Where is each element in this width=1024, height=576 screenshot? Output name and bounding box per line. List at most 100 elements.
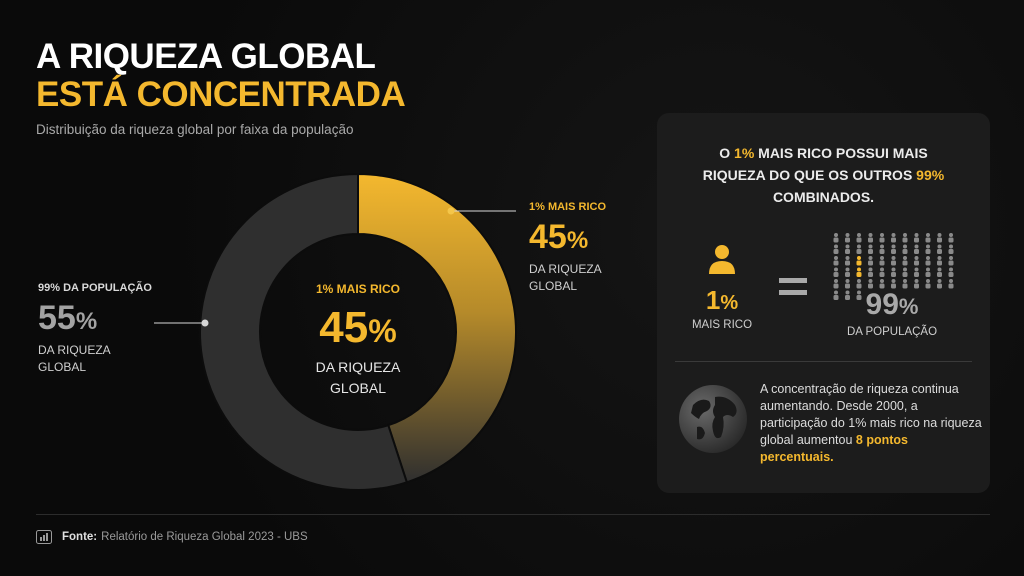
bar-chart-icon xyxy=(36,530,52,544)
left-figure-number: 1 xyxy=(705,285,721,315)
crowd-person xyxy=(937,279,942,289)
center-value: 45% xyxy=(278,304,438,355)
crowd-person xyxy=(937,244,942,254)
callout-dot-right xyxy=(447,207,455,215)
callout-left-caption: 99% DA POPULAÇÃO xyxy=(38,282,152,294)
left-figure-caption: MAIS RICO xyxy=(691,319,753,331)
callout-right-caption: 1% MAIS RICO xyxy=(529,201,607,213)
subtitle: Distribuição da riqueza global por faixa… xyxy=(36,122,354,137)
right-figure-caption: DA POPULAÇÃO xyxy=(846,326,938,338)
crowd-person xyxy=(902,233,908,243)
callout-dot-left xyxy=(201,319,209,327)
globe-icon xyxy=(679,385,747,453)
crowd-person xyxy=(925,279,931,289)
right-figure-number: 99 xyxy=(865,288,899,321)
crowd-person xyxy=(868,279,873,289)
callout-right-value: 45% xyxy=(529,218,606,260)
headline-line-2-text: RIQUEZA DO QUE OS OUTROS xyxy=(702,167,917,183)
headline-highlight-2: 99% xyxy=(916,167,945,183)
callout-right-desc-2: GLOBAL xyxy=(529,279,578,293)
center-caption: 1% MAIS RICO xyxy=(315,282,400,296)
crowd-person xyxy=(868,267,873,277)
crowd-person xyxy=(833,279,839,289)
headline-line-2: RIQUEZA DO QUE OS OUTROS 99% xyxy=(657,164,990,186)
page-title: A RIQUEZA GLOBAL ESTÁ CONCENTRADA xyxy=(36,38,406,114)
crowd-person xyxy=(948,267,954,277)
crowd-person xyxy=(879,244,885,254)
crowd-person xyxy=(902,256,908,266)
footer-divider xyxy=(36,514,990,515)
source-label: Fonte: xyxy=(62,531,98,543)
right-figure-value: 99% xyxy=(832,288,952,322)
left-figure-value: 1% xyxy=(687,285,757,316)
crowd-person xyxy=(891,279,896,289)
donut-center-label: 1% MAIS RICO 45% DA RIQUEZA GLOBAL xyxy=(278,282,438,397)
crowd-person xyxy=(948,233,954,243)
crowd-person xyxy=(856,290,862,300)
crowd-person xyxy=(856,233,862,243)
panel-divider xyxy=(675,361,972,362)
crowd-person xyxy=(833,233,839,243)
donut-slice-top-1-percent xyxy=(357,172,517,484)
crowd-person xyxy=(914,279,919,289)
crowd-person xyxy=(925,244,931,254)
center-unit: % xyxy=(368,313,397,349)
headline-line-3: COMBINADOS. xyxy=(772,189,875,205)
source-text: Relatório de Riqueza Global 2023 - UBS xyxy=(101,531,308,543)
crowd-person xyxy=(937,233,942,243)
crowd-person xyxy=(833,256,839,266)
crowd-person xyxy=(925,256,931,266)
person-icon xyxy=(709,245,735,274)
callout-left: 99% DA POPULAÇÃO 55% DA RIQUEZA GLOBAL xyxy=(38,282,152,375)
crowd-person xyxy=(845,244,850,254)
crowd-person xyxy=(914,244,919,254)
crowd-person xyxy=(937,256,942,266)
crowd-person xyxy=(948,244,954,254)
crowd-person xyxy=(902,244,908,254)
crowd-person xyxy=(845,290,850,300)
callout-left-number: 55 xyxy=(38,299,76,337)
crowd-person xyxy=(856,279,862,289)
crowd-person xyxy=(868,256,873,266)
trend-note-highlight: 8 pontos percentuais. xyxy=(760,433,908,464)
crowd-person xyxy=(879,279,885,289)
crowd-person xyxy=(868,233,873,243)
crowd-person xyxy=(948,279,954,289)
crowd-person xyxy=(914,256,919,266)
equals-icon xyxy=(779,278,807,295)
callout-right-desc-1: DA RIQUEZA xyxy=(529,262,602,276)
crowd-person xyxy=(845,279,850,289)
callout-right-unit: % xyxy=(566,227,589,254)
donut-slice-bottom-99-percent xyxy=(199,172,409,491)
trend-note-text: A concentração de riqueza continua aumen… xyxy=(760,382,982,447)
crowd-person xyxy=(902,267,908,277)
center-desc-1: DA RIQUEZA xyxy=(315,359,401,375)
title-line-2: ESTÁ CONCENTRADA xyxy=(36,75,406,114)
headline-line-1: O 1% MAIS RICO POSSUI MAIS xyxy=(657,142,990,164)
callout-right-number: 45 xyxy=(529,218,567,256)
crowd-person xyxy=(845,233,850,243)
center-desc-2: GLOBAL xyxy=(329,380,387,396)
crowd-person xyxy=(845,256,850,266)
crowd-person xyxy=(879,256,885,266)
headline-pre: O xyxy=(719,145,735,161)
crowd-person xyxy=(891,244,896,254)
crowd-person xyxy=(833,244,839,254)
crowd-person xyxy=(937,267,942,277)
callout-left-value: 55% xyxy=(38,299,152,341)
crowd-person xyxy=(845,267,850,277)
callout-right: 1% MAIS RICO 45% DA RIQUEZA GLOBAL xyxy=(529,201,606,294)
crowd-person xyxy=(868,244,873,254)
center-number: 45 xyxy=(319,303,369,352)
source-footer: Fonte: Relatório de Riqueza Global 2023 … xyxy=(36,530,308,544)
left-figure-unit: % xyxy=(720,292,739,314)
info-panel: O 1% MAIS RICO POSSUI MAIS RIQUEZA DO QU… xyxy=(657,113,990,493)
right-figure-unit: % xyxy=(898,294,919,319)
crowd-person xyxy=(925,267,931,277)
crowd-icon xyxy=(833,233,954,300)
crowd-person xyxy=(856,244,862,254)
callout-left-unit: % xyxy=(75,308,98,335)
crowd-person xyxy=(833,267,839,277)
headline-mid: MAIS RICO POSSUI MAIS xyxy=(754,145,928,161)
